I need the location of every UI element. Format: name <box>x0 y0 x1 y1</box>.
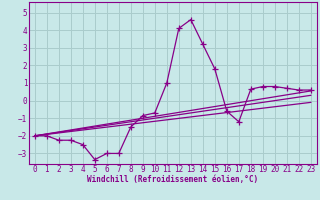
X-axis label: Windchill (Refroidissement éolien,°C): Windchill (Refroidissement éolien,°C) <box>87 175 258 184</box>
